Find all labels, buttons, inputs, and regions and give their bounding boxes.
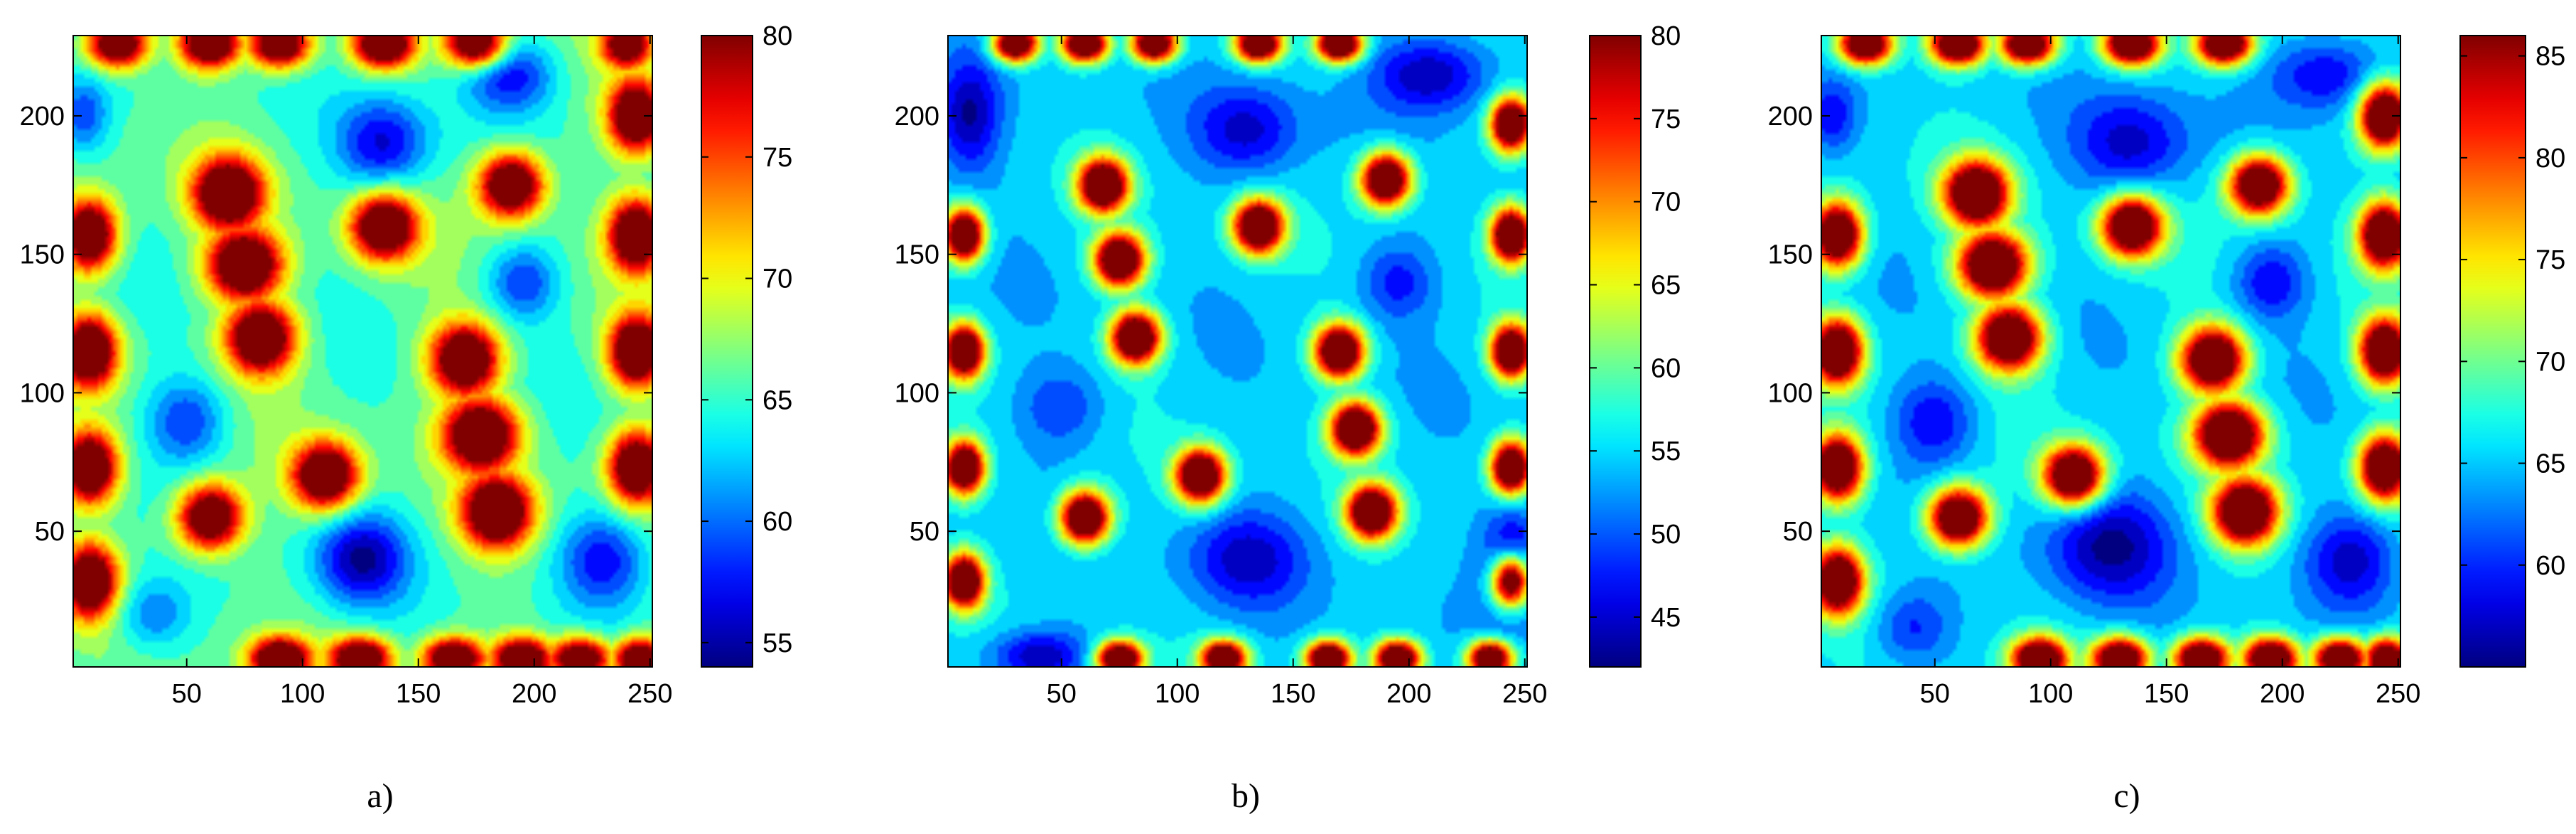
colorbar-tick-label: 65 — [762, 385, 792, 415]
x-tick-label: 250 — [2376, 679, 2420, 709]
chart-panel-2: 50 100 150 200 250 50 100 150 200 45 50 55 60 65 70 75 8… — [895, 21, 1681, 815]
x-tick-label: 100 — [280, 679, 325, 709]
x-tick-label: 150 — [2144, 679, 2189, 709]
colorbar-tick-label: 80 — [762, 21, 792, 51]
y-tick-label: 150 — [20, 240, 65, 270]
colorbar-tick-label: 55 — [1651, 437, 1681, 466]
x-tick-label: 100 — [2028, 679, 2073, 709]
colorbar-tick-label: 75 — [1651, 105, 1681, 134]
panel-caption: c) — [2113, 777, 2140, 815]
axes-frame — [1821, 35, 2401, 668]
colorbar — [1589, 35, 1642, 668]
y-tick-label: 200 — [895, 102, 939, 132]
heatmap-image — [73, 36, 652, 667]
colorbar-tick-label: 70 — [1651, 188, 1681, 218]
colorbar-tick-label: 60 — [1651, 353, 1681, 383]
colorbar-tick-label: 60 — [2535, 551, 2565, 581]
colorbar-tick-label: 65 — [1651, 271, 1681, 301]
colorbar — [701, 35, 753, 668]
x-tick-label: 150 — [1271, 679, 1315, 709]
y-tick-label: 150 — [1768, 240, 1813, 270]
x-tick-label: 50 — [172, 679, 202, 709]
heatmap-image — [1821, 36, 2400, 667]
axes-frame — [947, 35, 1528, 668]
y-tick-label: 100 — [1768, 378, 1813, 408]
colorbar — [2459, 35, 2526, 668]
colorbar-tick-label: 45 — [1651, 603, 1681, 633]
y-tick-label: 150 — [895, 240, 939, 270]
y-tick-label: 50 — [910, 517, 939, 547]
colorbar-tick-label: 50 — [1651, 520, 1681, 550]
colorbar-tick-label: 85 — [2535, 42, 2565, 72]
panel-caption: b) — [1232, 777, 1260, 815]
x-tick-label: 200 — [1386, 679, 1431, 709]
x-tick-label: 50 — [1920, 679, 1950, 709]
x-tick-label: 50 — [1047, 679, 1077, 709]
colorbar-tick-label: 65 — [2535, 449, 2565, 479]
y-tick-label: 50 — [35, 517, 65, 547]
y-tick-label: 50 — [1783, 517, 1813, 547]
y-tick-label: 100 — [20, 378, 65, 408]
panel-caption: a) — [367, 777, 393, 815]
y-tick-label: 200 — [20, 102, 65, 132]
colorbar-tick-label: 70 — [2535, 347, 2565, 377]
axes-frame — [72, 35, 653, 668]
y-tick-label: 200 — [1768, 102, 1813, 132]
colorbar-tick-label: 60 — [762, 507, 792, 537]
colorbar-tick-label: 80 — [1651, 21, 1681, 51]
chart-panel-1: 50 100 150 200 250 50 100 150 200 55 60 65 70 75 80 a) — [20, 21, 793, 815]
x-tick-label: 200 — [512, 679, 556, 709]
x-tick-label: 100 — [1155, 679, 1200, 709]
chart-panel-3: 50 100 150 200 250 50 100 150 200 60 65 70 75 80 85 c) — [1768, 35, 2565, 815]
colorbar-tick-label: 55 — [762, 629, 792, 658]
x-tick-label: 250 — [627, 679, 672, 709]
x-tick-label: 250 — [1502, 679, 1547, 709]
colorbar-tick-label: 70 — [762, 264, 792, 294]
colorbar-tick-label: 75 — [2535, 245, 2565, 275]
y-tick-label: 100 — [895, 378, 939, 408]
heatmap-image — [948, 36, 1527, 667]
x-tick-label: 150 — [396, 679, 441, 709]
colorbar-tick-label: 75 — [762, 143, 792, 173]
x-tick-label: 200 — [2260, 679, 2305, 709]
colorbar-tick-label: 80 — [2535, 144, 2565, 173]
